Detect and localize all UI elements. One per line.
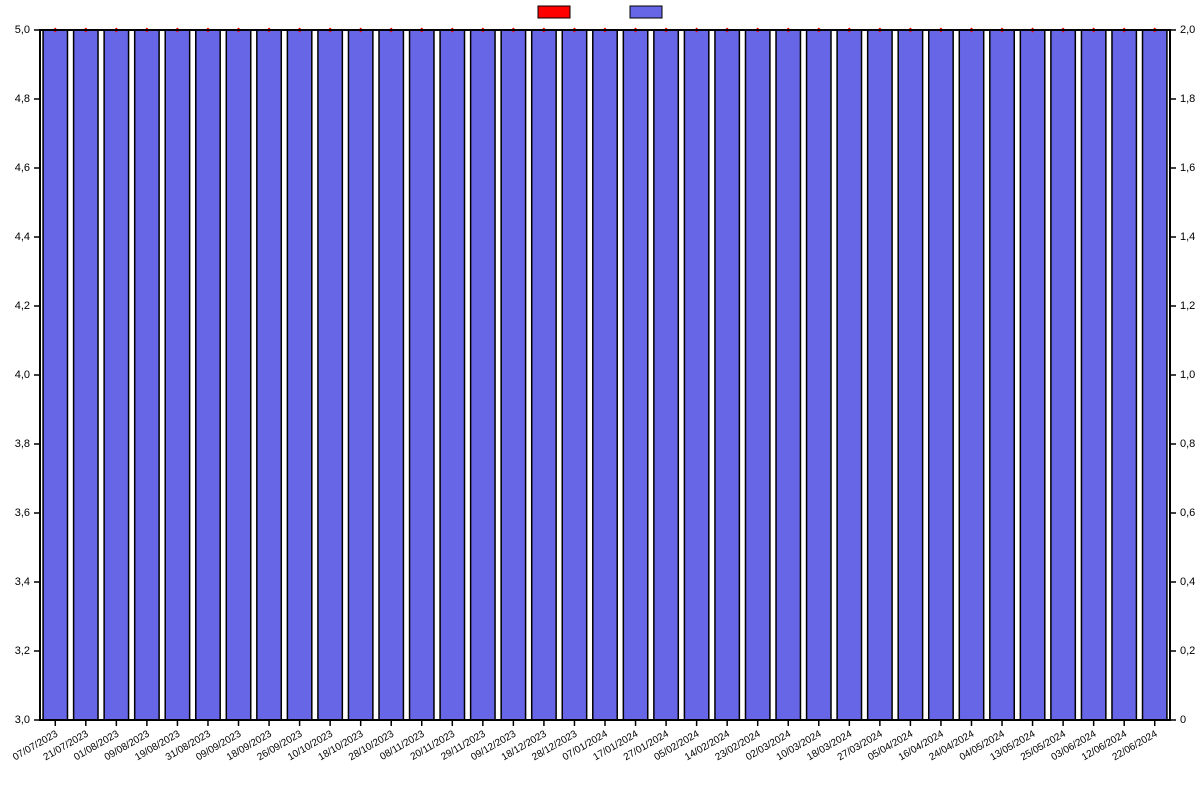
y-right-tick-label: 0 [1180,714,1186,726]
bar [226,30,250,720]
bar [318,30,342,720]
bar [807,30,831,720]
y-left-tick-label: 3,2 [15,645,30,657]
y-left-tick-label: 3,8 [15,438,30,450]
bar [43,30,67,720]
bar [1143,30,1167,720]
y-left-tick-label: 4,4 [15,231,30,243]
bar [74,30,98,720]
bar [715,30,739,720]
y-right-tick-label: 0,6 [1180,507,1195,519]
bar [745,30,769,720]
bar [654,30,678,720]
y-right-tick-label: 1,6 [1180,162,1195,174]
bar [135,30,159,720]
bar [593,30,617,720]
bar [410,30,434,720]
bar [257,30,281,720]
bar [684,30,708,720]
bar [990,30,1014,720]
y-right-tick-label: 1,0 [1180,369,1195,381]
bar [776,30,800,720]
bar [623,30,647,720]
bar [1081,30,1105,720]
bar [562,30,586,720]
y-left-tick-label: 3,6 [15,507,30,519]
bar [1020,30,1044,720]
y-left-tick-label: 4,8 [15,93,30,105]
y-right-tick-label: 2,0 [1180,24,1195,36]
bar [104,30,128,720]
y-left-tick-label: 5,0 [15,24,30,36]
y-left-tick-label: 3,0 [15,714,30,726]
bar [868,30,892,720]
y-right-tick-label: 0,2 [1180,645,1195,657]
legend-swatch [630,6,662,18]
y-right-tick-label: 1,8 [1180,93,1195,105]
bar [1112,30,1136,720]
y-left-tick-label: 4,6 [15,162,30,174]
bar [959,30,983,720]
bar [287,30,311,720]
y-left-tick-label: 4,2 [15,300,30,312]
bar [501,30,525,720]
legend-swatch [538,6,570,18]
y-left-tick-label: 4,0 [15,369,30,381]
bar [165,30,189,720]
bar [929,30,953,720]
bar [196,30,220,720]
y-right-tick-label: 1,4 [1180,231,1195,243]
bar [348,30,372,720]
bar [898,30,922,720]
bar [837,30,861,720]
chart-container: 3,0 3,2 3,4 3,6 3,8 4,0 4,2 4,4 4,6 4,8 5,0 0 0,2 0,4… [0,0,1200,800]
bar [379,30,403,720]
y-right-tick-label: 0,8 [1180,438,1195,450]
bar [1051,30,1075,720]
bar [440,30,464,720]
dual-axis-bar-chart: 3,0 3,2 3,4 3,6 3,8 4,0 4,2 4,4 4,6 4,8 5,0 0 0,2 0,4… [0,0,1200,800]
y-left-tick-label: 3,4 [15,576,30,588]
y-right-tick-label: 1,2 [1180,300,1195,312]
bar [471,30,495,720]
y-right-tick-label: 0,4 [1180,576,1195,588]
bar [532,30,556,720]
